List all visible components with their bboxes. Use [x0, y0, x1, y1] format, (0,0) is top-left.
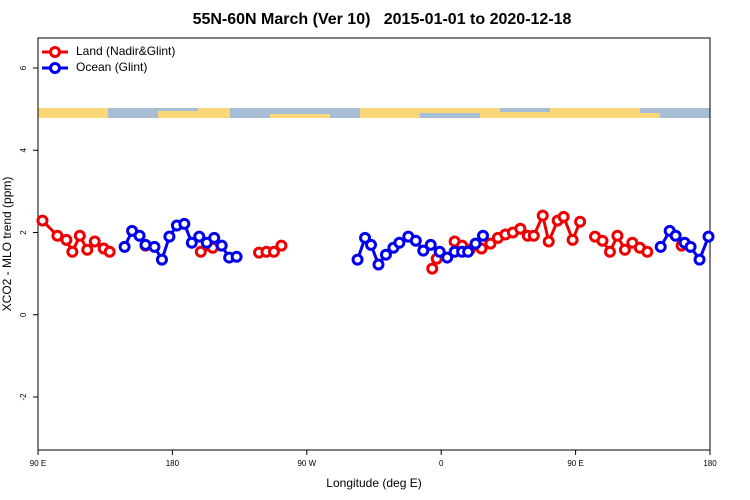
data-point	[365, 238, 378, 251]
data-point	[557, 210, 570, 223]
data-point	[155, 253, 168, 266]
data-point	[163, 230, 176, 243]
data-point	[684, 240, 697, 253]
data-point	[641, 245, 654, 258]
data-point	[542, 235, 555, 248]
x-tick-label: 90 E	[567, 459, 583, 468]
legend-marker	[49, 46, 61, 58]
data-point	[73, 229, 86, 242]
data-point	[393, 236, 406, 249]
data-point	[103, 245, 116, 258]
y-axis-title: XCO2 - MLO trend (ppm)	[0, 177, 14, 312]
data-point	[81, 243, 94, 256]
data-point	[185, 236, 198, 249]
data-point	[596, 234, 609, 247]
legend-label: Land (Nadir&Glint)	[76, 44, 175, 58]
data-point	[611, 229, 624, 242]
series	[118, 217, 715, 271]
data-point	[36, 214, 49, 227]
data-point	[417, 244, 430, 257]
data-point	[118, 240, 131, 253]
data-point	[178, 217, 191, 230]
data-point	[654, 240, 667, 253]
legend-marker	[49, 62, 61, 74]
data-point	[193, 230, 206, 243]
data-point	[60, 233, 73, 246]
data-point	[693, 253, 706, 266]
data-point	[230, 250, 243, 263]
data-point	[469, 237, 482, 250]
data-point	[433, 245, 446, 258]
data-point	[379, 248, 392, 261]
data-point	[148, 240, 161, 253]
x-tick-label: 180	[166, 459, 180, 468]
x-tick-label: 0	[439, 459, 444, 468]
x-tick-label: 90 W	[297, 459, 316, 468]
plot-frame	[37, 37, 711, 451]
x-axis-title: Longitude (deg E)	[326, 476, 421, 490]
map-land	[38, 108, 710, 118]
data-point	[566, 233, 579, 246]
data-point	[275, 239, 288, 252]
data-point	[409, 234, 422, 247]
legend-label: Ocean (Glint)	[76, 60, 147, 74]
x-tick-label: 90 E	[30, 459, 46, 468]
data-point	[574, 215, 587, 228]
data-point	[484, 237, 497, 250]
y-tick-label: 6	[19, 65, 28, 70]
data-point	[441, 251, 454, 264]
y-tick-label: -2	[19, 393, 28, 401]
data-point	[426, 262, 439, 275]
data-point	[424, 238, 437, 251]
x-tick-label: 180	[703, 459, 717, 468]
data-point	[462, 245, 475, 258]
y-tick-label: 2	[19, 230, 28, 235]
data-point	[66, 245, 79, 258]
data-point	[536, 209, 549, 222]
data-point	[51, 229, 64, 242]
map-strip	[38, 108, 710, 118]
data-point	[359, 231, 372, 244]
y-tick-label: 0	[19, 312, 28, 317]
data-point	[618, 243, 631, 256]
y-tick-label: 4	[19, 147, 28, 152]
chart-title: 55N-60N March (Ver 10) 2015-01-01 to 202…	[193, 11, 572, 28]
data-point	[215, 239, 228, 252]
map-ocean	[108, 108, 710, 118]
data-point	[208, 231, 221, 244]
data-point	[702, 230, 715, 243]
data-point	[194, 245, 207, 258]
data-point	[88, 235, 101, 248]
data-point	[527, 229, 540, 242]
data-point	[267, 245, 280, 258]
data-point	[603, 245, 616, 258]
data-point	[477, 229, 490, 242]
data-point	[351, 253, 364, 266]
data-point	[372, 258, 385, 271]
data-point	[669, 229, 682, 242]
data-point	[514, 222, 527, 235]
data-point	[133, 229, 146, 242]
